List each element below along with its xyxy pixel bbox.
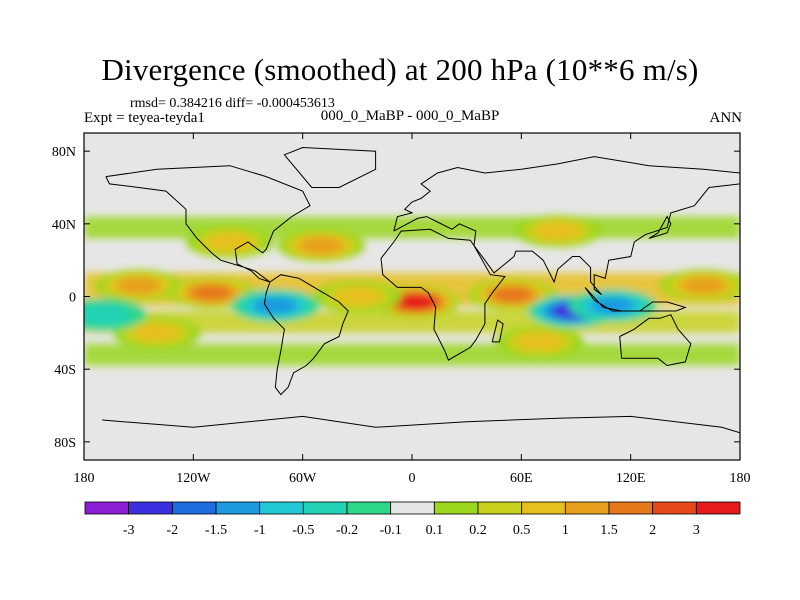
colorbar-swatch xyxy=(346,501,392,515)
colorbar-label: -2 xyxy=(166,523,178,538)
colorbar-label: -0.1 xyxy=(380,523,402,538)
colorbar-label: -1 xyxy=(254,523,266,538)
coastline-segment xyxy=(283,146,377,188)
chart-title: Divergence (smoothed) at 200 hPa (10**6 … xyxy=(101,52,699,87)
feature-central-pacific-convergence xyxy=(84,303,132,326)
colorbar-swatch xyxy=(215,501,261,515)
y-tick-label: 80N xyxy=(52,145,76,160)
colorbar-label: -0.5 xyxy=(292,523,314,538)
season-label: ANN xyxy=(709,110,743,126)
colorbar-swatch xyxy=(695,501,741,515)
feature-east-africa-divergence xyxy=(492,286,533,303)
coastline-segment xyxy=(491,319,504,343)
colorbar-label: -3 xyxy=(123,523,135,538)
divergence-field xyxy=(84,215,740,366)
colorbar-label: -0.2 xyxy=(336,523,358,538)
x-tick-label: 180 xyxy=(730,471,751,486)
feature-west-pacific-divergence xyxy=(682,277,726,295)
feature-west-africa-divergence-max xyxy=(397,294,434,310)
feature-south-pacific-divergence xyxy=(132,323,181,343)
background-band xyxy=(84,216,740,239)
coastline-segment xyxy=(105,165,311,283)
coastline-segment xyxy=(102,415,740,434)
feature-tibet-divergence xyxy=(533,221,582,241)
colorbar-swatch xyxy=(564,501,610,515)
y-axis: 80N 40N 0 40S 80S xyxy=(52,145,740,451)
colorbar-label: 0.5 xyxy=(513,523,531,538)
x-tick-label: 0 xyxy=(409,471,416,486)
colorbar-swatch xyxy=(302,501,348,515)
colorbar-swatch xyxy=(390,501,435,515)
feature-north-pacific-divergence xyxy=(205,232,254,252)
colorbar-swatch xyxy=(521,501,566,515)
colorbar-swatch xyxy=(171,501,217,515)
colorbar-swatch xyxy=(608,501,654,515)
colorbar-label: 1 xyxy=(562,523,569,538)
colorbar-label: -1.5 xyxy=(205,523,227,538)
colorbar-swatch xyxy=(259,501,304,515)
x-tick-label: 180 xyxy=(74,471,95,486)
y-tick-label: 0 xyxy=(69,291,76,306)
colorbar-label: 3 xyxy=(693,523,700,538)
y-tick-label: 40N xyxy=(52,218,76,233)
stats-text: rmsd= 0.384216 diff= -0.000453613 xyxy=(130,96,335,111)
coastline-segment xyxy=(619,314,692,367)
colorbar-swatch xyxy=(477,501,523,515)
feature-maritime-continent-convergence xyxy=(590,297,634,315)
coastline-segment xyxy=(263,274,349,396)
x-tick-label: 60W xyxy=(289,471,317,486)
colorbar-swatch xyxy=(652,501,697,515)
colorbar-label: 2 xyxy=(649,523,656,538)
coastline-segment xyxy=(380,228,506,361)
feature-equatorial-pacific-convergence-west xyxy=(117,277,161,295)
coastline-segment xyxy=(584,287,687,312)
feature-south-indian-divergence xyxy=(515,332,564,352)
feature-amazon-convergence xyxy=(253,297,297,315)
colorbar-swatch xyxy=(128,501,173,515)
y-tick-label: 40S xyxy=(54,363,76,378)
feature-atlantic-divergence xyxy=(333,287,382,306)
feature-north-atlantic-divergence xyxy=(299,237,343,255)
y-tick-label: 80S xyxy=(54,436,76,451)
colorbar: -3 -2 -1.5 -1 -0.5 -0.2 -0.1 0.1 0.2 0.5 1 1.5 2 3 xyxy=(84,501,741,538)
x-tick-label: 60E xyxy=(510,471,533,486)
x-tick-label: 120E xyxy=(616,471,646,486)
colorbar-swatch xyxy=(84,501,130,515)
coastline-segment xyxy=(648,215,672,239)
background-band xyxy=(84,343,740,366)
coastline xyxy=(102,146,740,434)
case-label: 000_0_MaBP - 000_0_MaBP xyxy=(320,108,500,124)
colorbar-label: 0.1 xyxy=(426,523,444,538)
x-tick-label: 120W xyxy=(176,471,211,486)
colorbar-label: 1.5 xyxy=(600,523,618,538)
feature-east-pacific-divergence xyxy=(191,284,232,301)
experiment-label: Expt = teyea-teyda1 xyxy=(84,110,205,126)
coastline-segment xyxy=(393,156,740,296)
colorbar-swatch xyxy=(433,501,479,515)
colorbar-label: 0.2 xyxy=(469,523,487,538)
x-axis: 180 120W 60W 0 60E 120E 180 xyxy=(74,133,751,486)
